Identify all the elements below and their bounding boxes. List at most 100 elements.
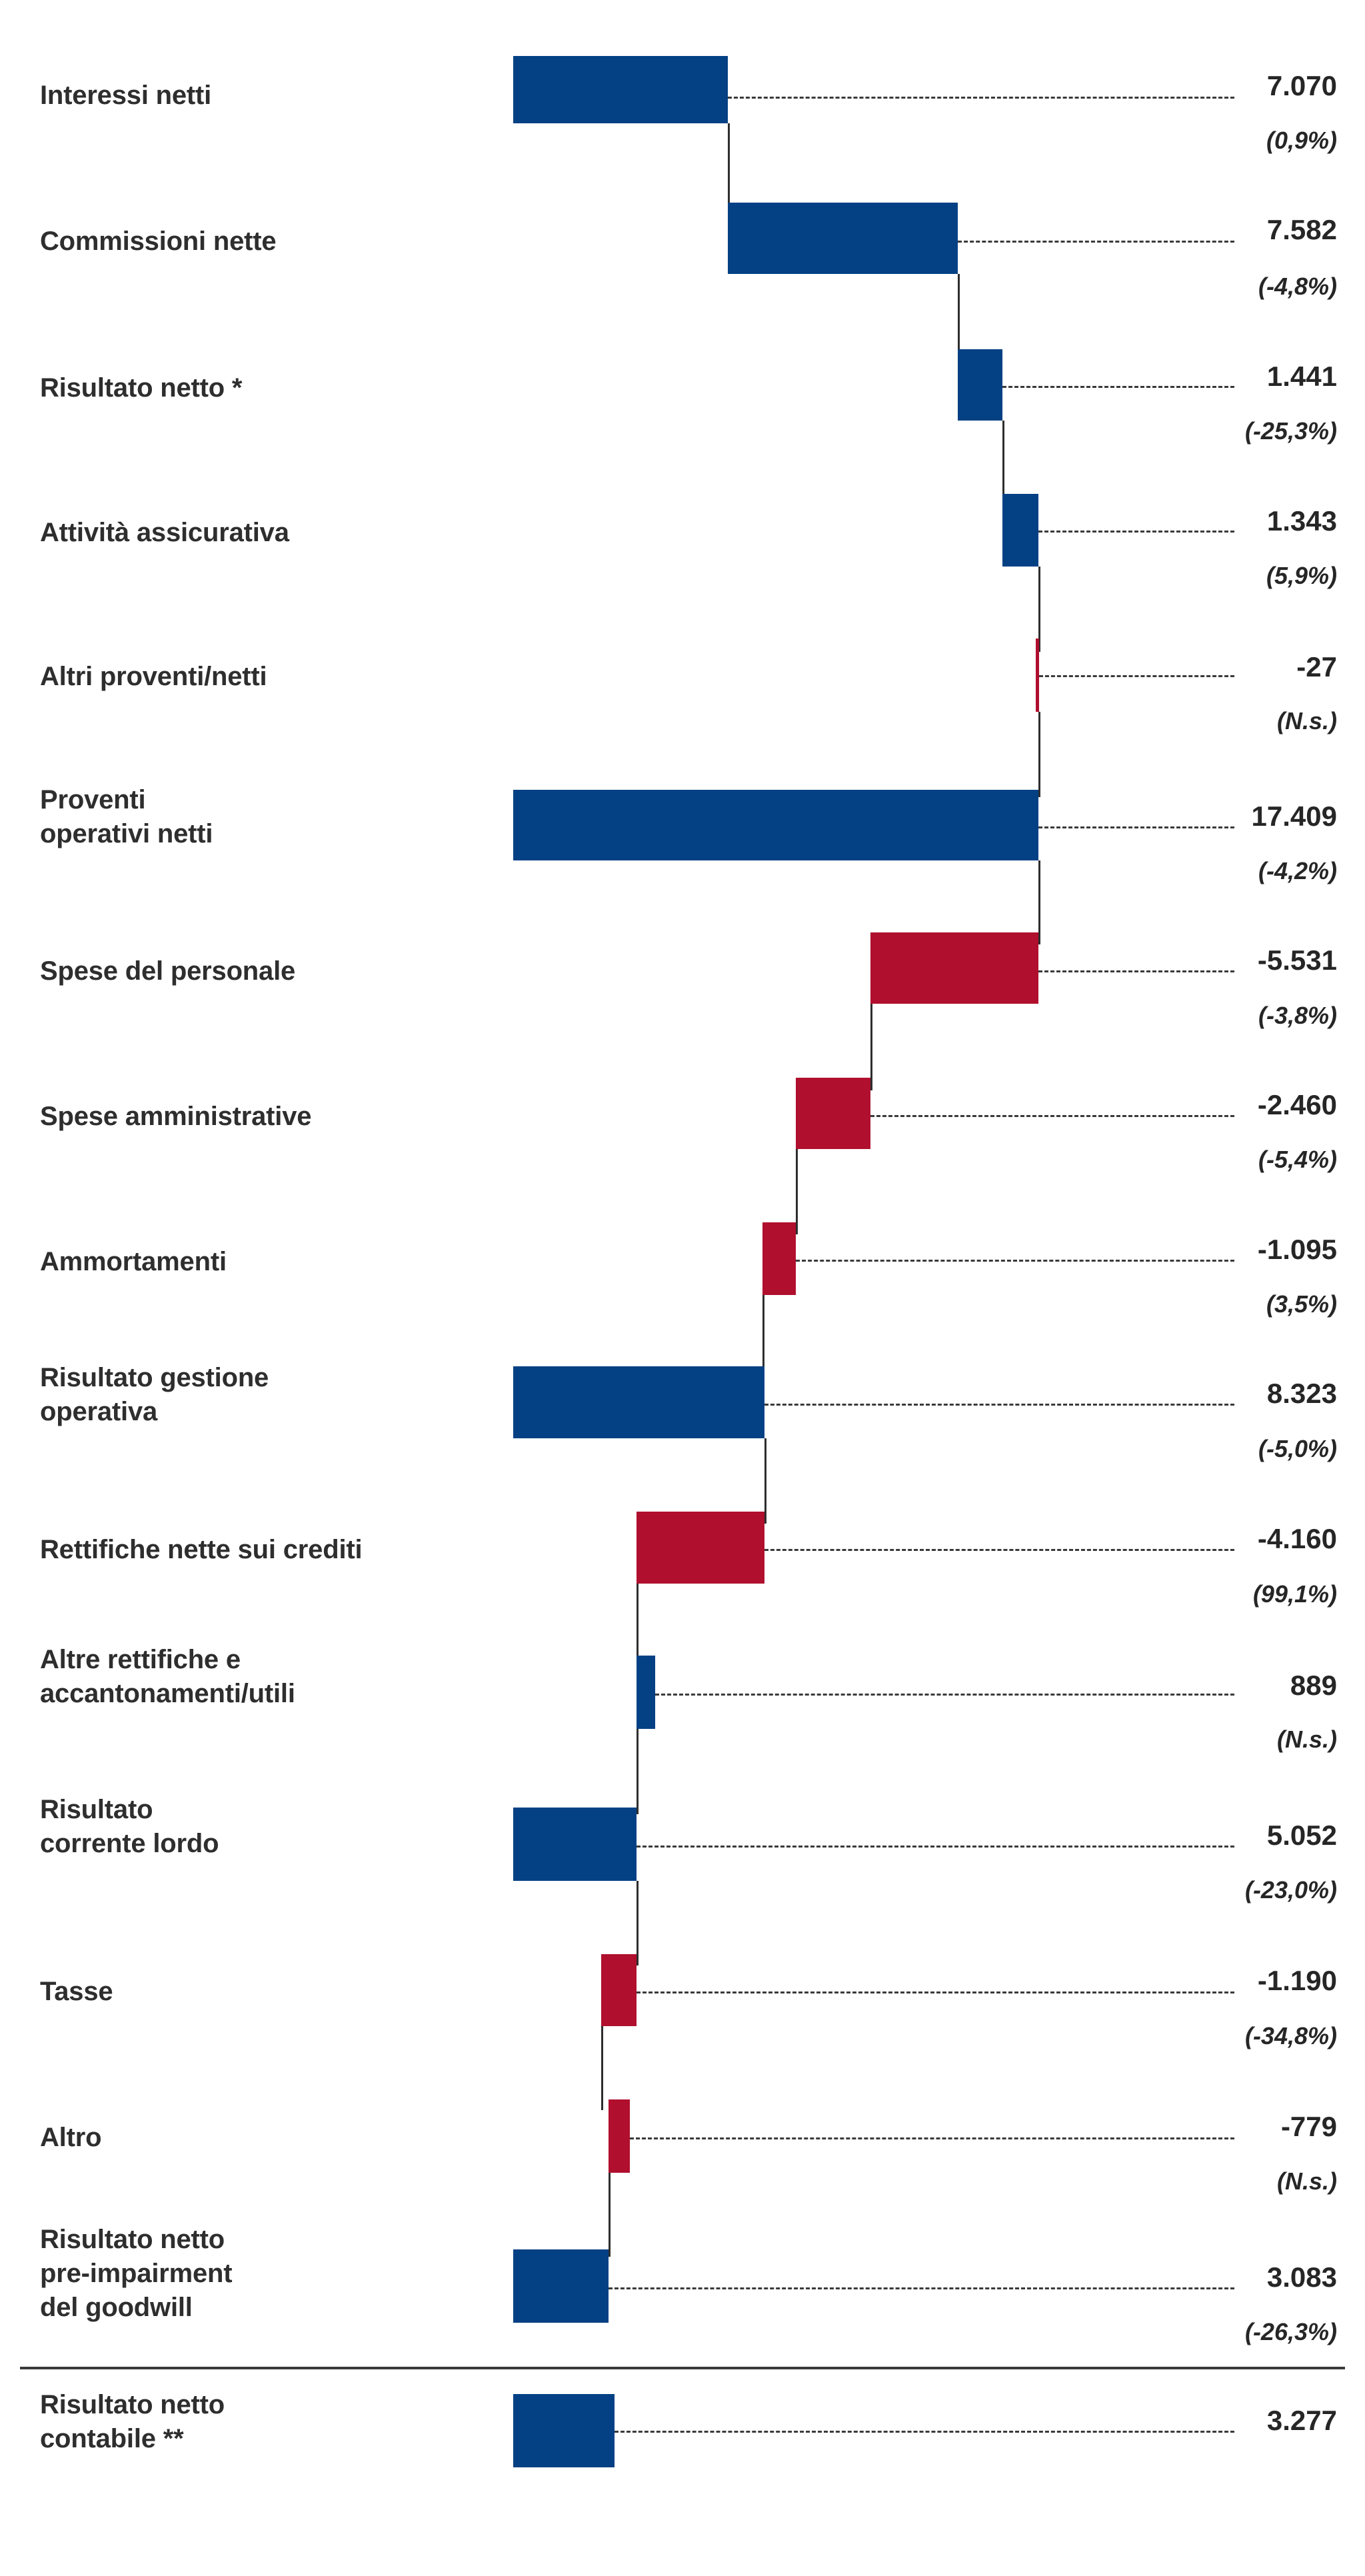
row-label: Commissioni nette [40,227,277,256]
row-label: Spese del personale [40,956,296,986]
row-value: 7.070 [1266,70,1337,101]
row-delta: (N.s.) [1277,2167,1337,2195]
row-delta: (-25,3%) [1244,417,1337,445]
value-connector-line [870,1115,1234,1117]
row-label: Risultato netto pre-impairment del goodw… [40,2225,233,2323]
waterfall-step-line [601,2026,603,2110]
waterfall-step-line [1038,860,1040,944]
row-delta: (3,5%) [1266,1290,1337,1318]
value-connector-line [1038,531,1234,533]
bar-negative [1036,639,1039,712]
row-value: 1.441 [1266,361,1337,392]
waterfall-step-line [796,1149,798,1234]
waterfall-step-line [637,1729,639,1814]
waterfall-step-line [762,1295,764,1380]
row-delta: (-23,0%) [1244,1876,1337,1904]
value-connector-line [637,1846,1234,1848]
row-label: Rettifiche nette sui crediti [40,1535,363,1564]
row-delta: (-3,8%) [1258,1002,1337,1029]
waterfall-step-line [1038,712,1040,797]
value-connector-line [764,1404,1234,1406]
row-delta: (0,9%) [1266,127,1337,154]
row-value: -1.095 [1257,1234,1337,1265]
value-connector-line [655,1694,1234,1696]
bar-negative [601,1954,637,2026]
waterfall-step-line [870,1004,872,1090]
value-connector-line [1039,675,1234,677]
row-value: 3.277 [1266,2405,1337,2436]
row-value: -779 [1280,2111,1337,2142]
totals-separator [20,2367,1345,2369]
waterfall-step-line [1002,421,1004,507]
row-value: -27 [1296,651,1337,682]
row-label: Risultato corrente lordo [40,1795,219,1859]
bar-positive [513,790,1038,860]
row-label: Altro [40,2123,102,2152]
waterfall-step-line [637,1881,639,1965]
row-label: Spese amministrative [40,1102,312,1131]
waterfall-step-line [637,1584,639,1669]
row-delta: (-5,0%) [1258,1435,1337,1462]
row-value: -1.190 [1257,1965,1337,1996]
bar-positive [637,1656,655,1729]
row-delta: (-26,3%) [1244,2318,1337,2345]
row-delta: (-5,4%) [1258,1146,1337,1173]
waterfall-step-line [764,1438,766,1524]
row-value: 8.323 [1266,1378,1337,1409]
value-connector-line [615,2431,1234,2433]
row-delta: (N.s.) [1277,1726,1337,1753]
row-value: 1.343 [1266,505,1337,537]
row-value: 5.052 [1266,1820,1337,1851]
row-label: Ammortamenti [40,1247,227,1276]
row-value: 7.582 [1266,214,1337,245]
bar-positive [513,1366,764,1438]
bar-negative [637,1512,764,1584]
row-label: Attività assicurativa [40,518,289,547]
row-label: Tasse [40,1977,113,2006]
bar-positive [958,349,1002,421]
row-delta: (99,1%) [1252,1580,1337,1608]
value-connector-line [764,1549,1234,1551]
value-connector-line [958,241,1234,243]
value-connector-line [728,97,1234,99]
value-connector-line [630,2137,1234,2139]
bar-negative [870,932,1038,1004]
bar-negative [609,2099,630,2173]
bar-positive [728,203,958,274]
row-delta: (5,9%) [1266,562,1337,589]
value-connector-line [637,1991,1234,1993]
waterfall-step-line [1038,567,1040,652]
row-value: -2.460 [1257,1089,1337,1120]
bar-positive [513,1808,637,1881]
row-value: 3.083 [1266,2261,1337,2293]
value-connector-line [1038,970,1234,972]
row-label: Proventi operativi netti [40,785,213,849]
bar-positive [1002,494,1038,567]
bar-positive [513,56,728,123]
bar-negative [796,1078,870,1149]
row-delta: (-4,2%) [1258,857,1337,884]
row-value: -5.531 [1257,944,1337,976]
row-label: Risultato netto contabile ** [40,2390,225,2454]
row-label: Altri proventi/netti [40,662,267,691]
value-connector-line [609,2287,1234,2289]
waterfall-step-line [958,274,960,363]
row-value: -4.160 [1257,1523,1337,1554]
bar-negative [762,1222,796,1295]
row-label: Altre rettifiche e accantonamenti/utili [40,1645,295,1709]
value-connector-line [796,1260,1234,1262]
row-label: Interessi netti [40,81,212,110]
row-value: 17.409 [1251,800,1337,832]
row-delta: (-4,8%) [1258,273,1337,300]
row-label: Risultato netto * [40,373,243,403]
value-connector-line [1002,386,1234,388]
bar-positive [513,2394,615,2467]
waterfall-step-line [728,123,730,214]
waterfall-step-line [609,2173,611,2257]
row-delta: (-34,8%) [1244,2022,1337,2049]
row-delta: (N.s.) [1277,707,1337,734]
value-connector-line [1038,826,1234,828]
row-label: Risultato gestione operativa [40,1363,269,1427]
row-value: 889 [1290,1670,1337,1701]
